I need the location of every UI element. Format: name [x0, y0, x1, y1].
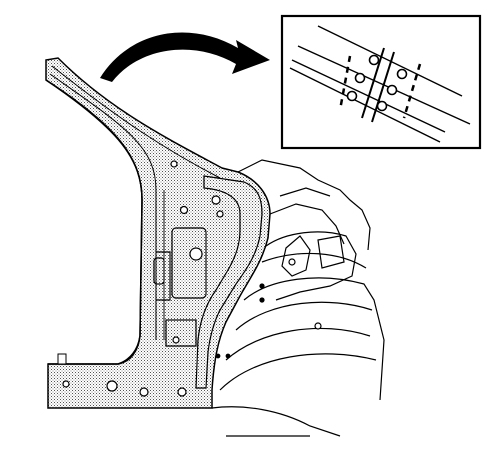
panel-hole — [139, 387, 149, 397]
panel-hole — [179, 205, 189, 215]
panel-hole — [172, 336, 180, 344]
panel-hole — [177, 387, 187, 397]
weld-hole — [376, 100, 388, 112]
quarter-panel — [45, 57, 271, 409]
weld-hole — [368, 54, 380, 66]
panel-hole — [170, 160, 178, 168]
cut-line — [338, 55, 352, 111]
panel-hole — [211, 195, 221, 205]
weld-hole-group — [346, 54, 408, 112]
wheelhouse-structure — [211, 159, 385, 437]
panel-hole — [216, 210, 224, 218]
panel-hole — [189, 247, 203, 261]
weld-hole — [386, 84, 398, 96]
panel-hole — [62, 380, 70, 388]
cut-line-group — [338, 55, 422, 119]
weld-hole — [354, 72, 366, 84]
weld-hole — [396, 68, 408, 80]
detail-inset — [280, 14, 482, 150]
curved-arrow-icon — [100, 32, 270, 82]
panel-hole — [106, 380, 118, 392]
panel-hole-group — [62, 160, 224, 397]
weld-hole — [346, 90, 358, 102]
cut-line — [402, 63, 422, 119]
